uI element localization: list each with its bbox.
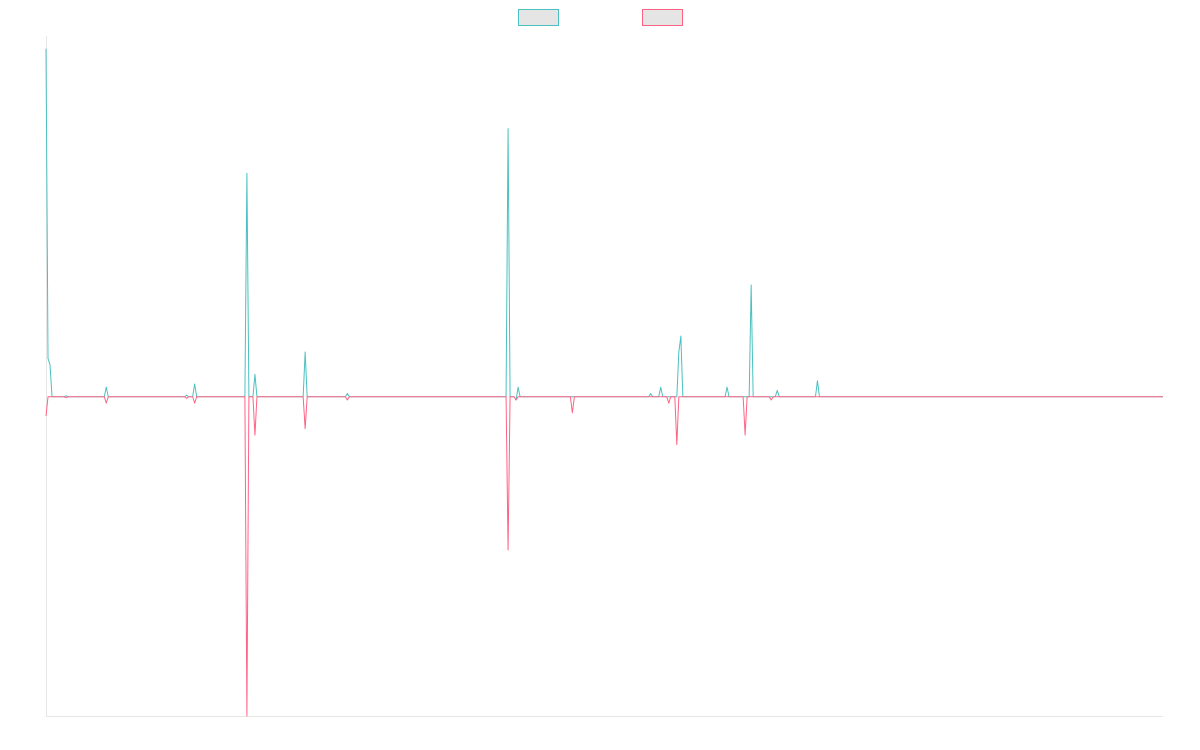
series-line-1 — [45, 48, 1163, 401]
legend — [518, 9, 683, 26]
series-line-2 — [45, 396, 1163, 717]
legend-swatch-2[interactable] — [642, 9, 683, 26]
legend-swatch-1[interactable] — [518, 9, 559, 26]
axes — [46, 36, 1163, 717]
series-group — [45, 48, 1163, 717]
